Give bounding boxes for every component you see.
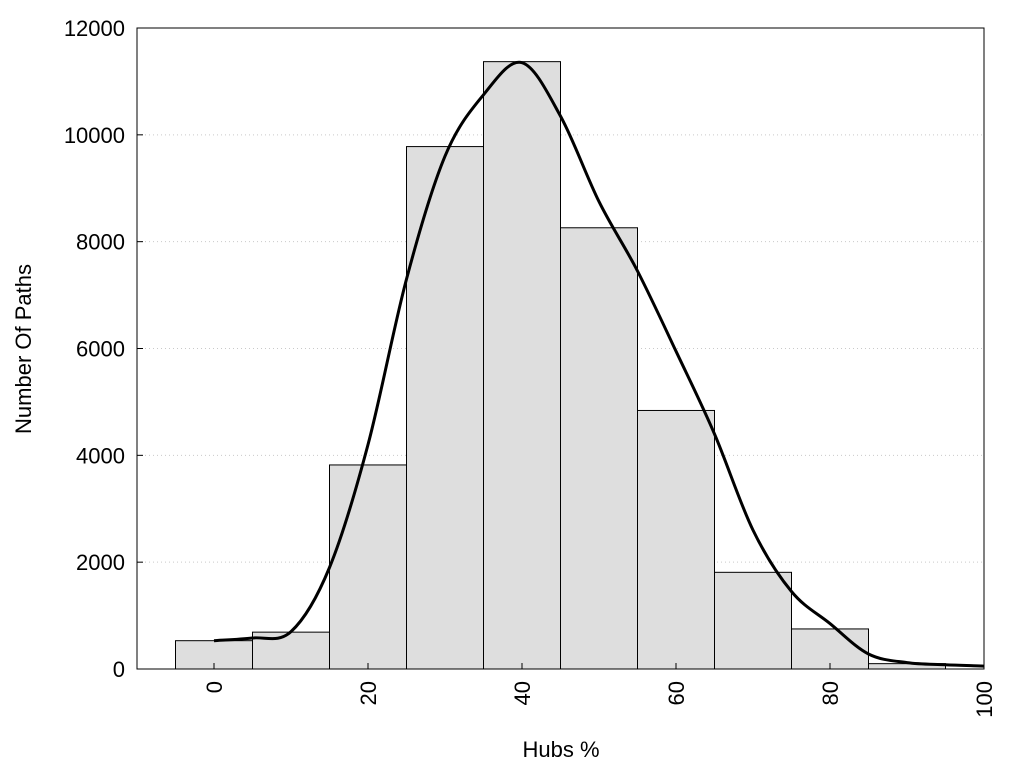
x-tick-label: 0 — [202, 681, 227, 693]
histogram-bar — [791, 628, 869, 670]
histogram-bar — [406, 146, 484, 670]
histogram-bar — [483, 61, 561, 670]
y-tick-label: 2000 — [76, 550, 125, 575]
histogram-bars — [175, 61, 946, 670]
histogram-bar — [637, 409, 715, 670]
x-tick-label: 20 — [356, 681, 381, 705]
density-curve — [213, 60, 985, 668]
x-axis-ticks: 0 20 40 60 80 100 — [202, 663, 997, 718]
y-tick-label: 4000 — [76, 443, 125, 468]
histogram-bar — [329, 464, 407, 670]
x-axis-title: Hubs % — [522, 737, 599, 762]
y-tick-label: 0 — [113, 657, 125, 682]
density-curve-layer — [213, 60, 985, 668]
y-tick-label: 10000 — [64, 123, 125, 148]
histogram-bar — [560, 227, 638, 670]
x-tick-label: 100 — [972, 681, 997, 718]
x-tick-label: 80 — [818, 681, 843, 705]
y-axis-title: Number Of Paths — [11, 264, 36, 434]
y-tick-label: 8000 — [76, 230, 125, 255]
x-tick-label: 40 — [510, 681, 535, 705]
histogram-bar — [714, 571, 792, 670]
y-tick-label: 12000 — [64, 16, 125, 41]
x-tick-label: 60 — [664, 681, 689, 705]
y-tick-label: 6000 — [76, 337, 125, 362]
y-axis-ticks: 0 2000 4000 6000 8000 10000 12000 — [64, 16, 143, 682]
